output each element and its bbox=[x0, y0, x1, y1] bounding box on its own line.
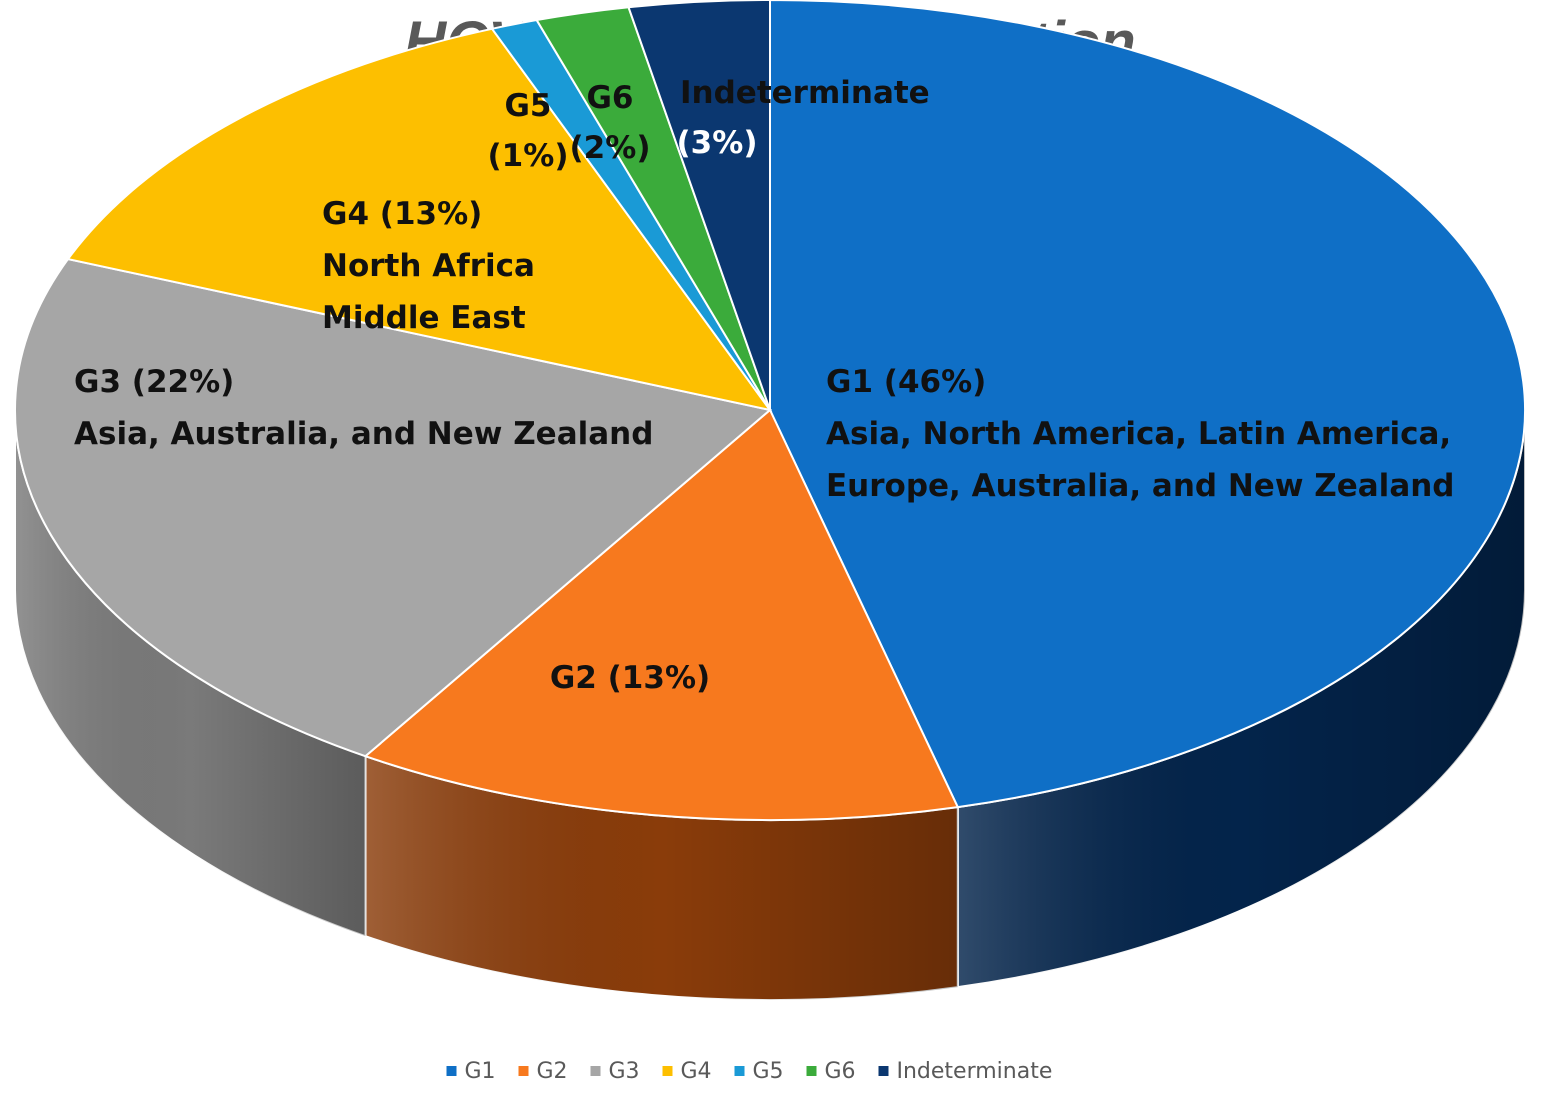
legend-swatch-g4 bbox=[662, 1066, 673, 1076]
slice-labels: G1 (46%) Asia, North America, Latin Ameri… bbox=[74, 75, 1455, 696]
legend-swatch-indeterminate bbox=[878, 1066, 889, 1076]
label-indeterminate-line-2: (3%) bbox=[677, 125, 758, 161]
label-g3-line-2: Asia, Australia, and New Zealand bbox=[74, 416, 653, 452]
label-g1-line-1: G1 (46%) bbox=[826, 364, 986, 400]
label-g1-line-3: Europe, Australia, and New Zealand bbox=[826, 468, 1455, 504]
slice-indeterminate bbox=[627, 0, 771, 411]
legend-swatch-g2 bbox=[518, 1066, 529, 1076]
side-shade bbox=[365, 756, 958, 1000]
legend-swatch-g1 bbox=[446, 1066, 457, 1076]
legend-label-g2: G2 bbox=[537, 1059, 568, 1084]
slice-g1 bbox=[769, 0, 1526, 809]
legend-swatch-g6 bbox=[806, 1066, 817, 1076]
legend-label-g4: G4 bbox=[681, 1059, 712, 1084]
label-g2-line-1: G2 (13%) bbox=[550, 660, 710, 696]
legend-swatch-g3 bbox=[590, 1066, 601, 1076]
pie-slices bbox=[14, 0, 1526, 821]
legend-label-g5: G5 bbox=[753, 1059, 784, 1084]
slice-g3 bbox=[14, 257, 773, 758]
legend-label-g1: G1 bbox=[465, 1059, 496, 1084]
side-shade bbox=[957, 410, 1526, 988]
slice-g2 bbox=[363, 408, 960, 821]
legend-label-g6: G6 bbox=[825, 1059, 856, 1084]
label-g6-line-2: (2%) bbox=[570, 130, 651, 166]
legend-label-indeterminate: Indeterminate bbox=[897, 1059, 1053, 1084]
label-g4-line-2: North Africa bbox=[322, 248, 535, 284]
label-indeterminate-line-1: Indeterminate bbox=[680, 75, 930, 111]
label-g4-line-3: Middle East bbox=[322, 300, 526, 336]
label-g3-line-1: G3 (22%) bbox=[74, 364, 234, 400]
legend-swatch-g5 bbox=[734, 1066, 745, 1076]
legend: G1 G2 G3 G4 G5 G6 Indeterminate bbox=[446, 1059, 1053, 1084]
label-g6-line-1: G6 bbox=[586, 80, 633, 116]
label-g4-line-1: G4 (13%) bbox=[322, 196, 482, 232]
label-g1-line-2: Asia, North America, Latin America, bbox=[826, 416, 1451, 452]
label-g5-line-1: G5 bbox=[504, 88, 551, 124]
slice-g4 bbox=[66, 27, 773, 412]
label-g5-line-2: (1%) bbox=[488, 138, 569, 174]
legend-label-g3: G3 bbox=[609, 1059, 640, 1084]
